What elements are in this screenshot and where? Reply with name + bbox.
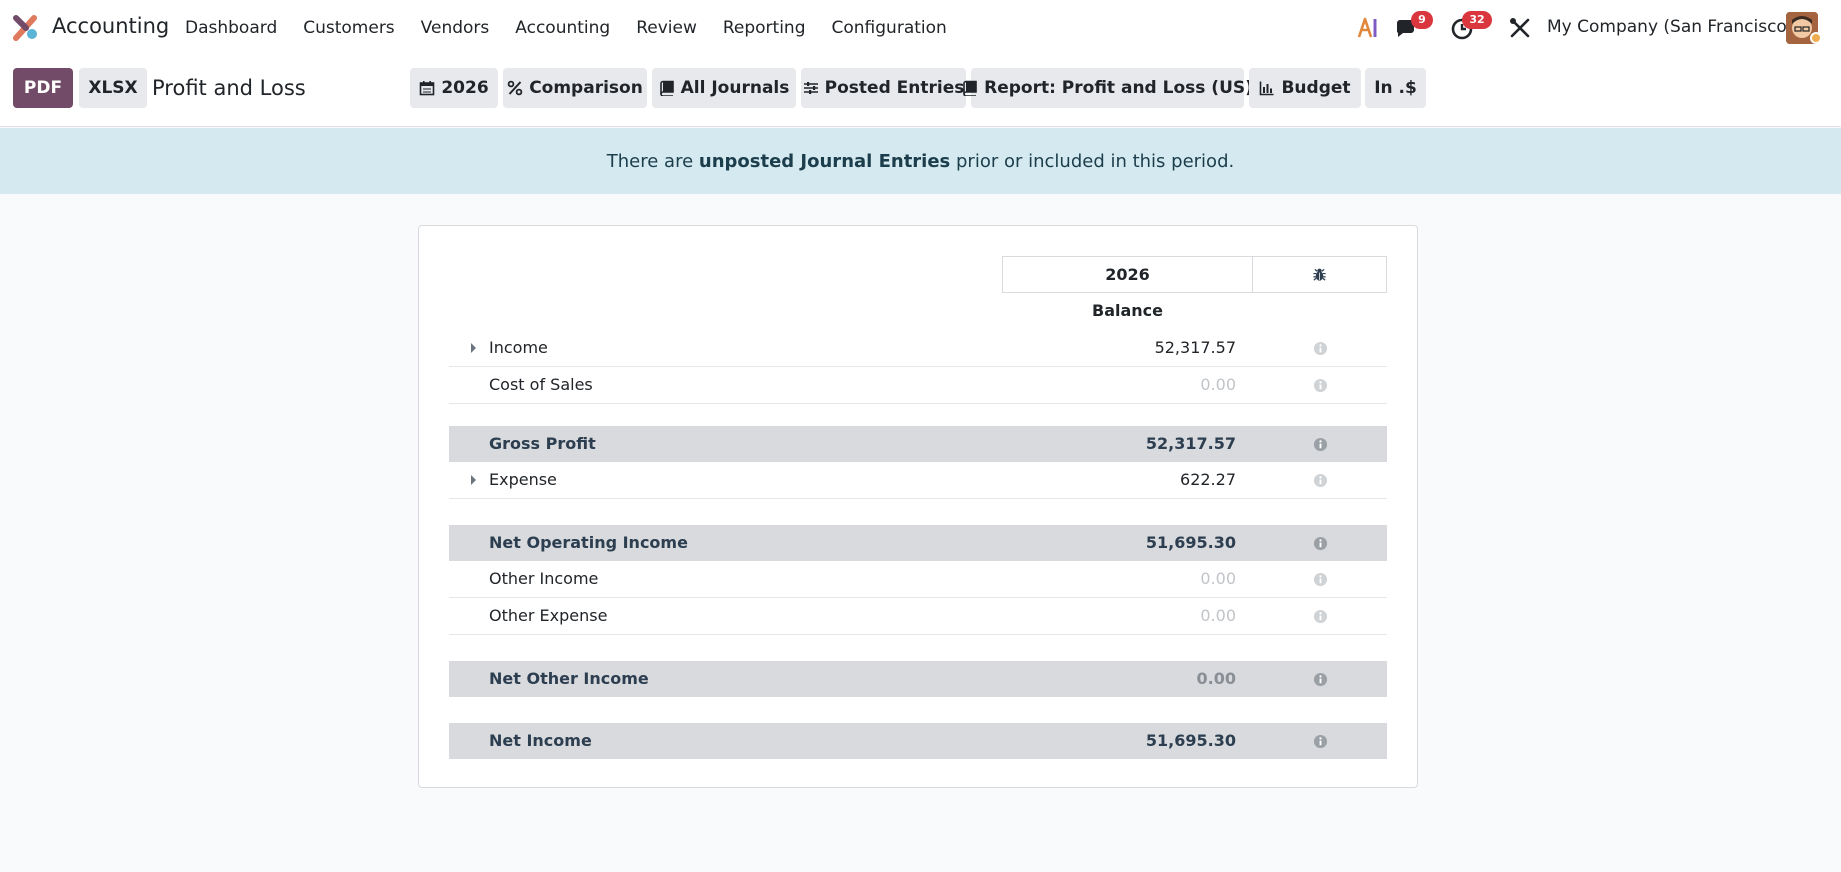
chat-icon[interactable]	[1394, 16, 1420, 40]
line-label: Expense	[489, 470, 557, 489]
report-variant-label: Report: Profit and Loss (US)	[984, 78, 1253, 98]
line-amount[interactable]: 52,317.57	[1154, 338, 1236, 357]
page-title: Profit and Loss	[152, 76, 306, 100]
menu-configuration[interactable]: Configuration	[831, 18, 947, 38]
xlsx-button[interactable]: XLSX	[79, 68, 147, 108]
line-label: Other Income	[489, 569, 599, 588]
info-icon[interactable]	[1313, 341, 1328, 356]
alert-prefix: There are	[606, 150, 699, 172]
column-header-period: 2026	[1002, 256, 1253, 293]
journals-filter-label: All Journals	[680, 78, 790, 98]
expand-caret-icon[interactable]	[471, 475, 476, 485]
period-filter-label: 2026	[441, 78, 489, 98]
pdf-button[interactable]: PDF	[13, 68, 73, 108]
info-icon[interactable]	[1313, 437, 1328, 452]
report-line-cost-of-sales[interactable]: Cost of Sales 0.00	[449, 367, 1387, 404]
info-icon[interactable]	[1313, 609, 1328, 624]
line-amount: 0.00	[1196, 669, 1236, 688]
line-label: Cost of Sales	[489, 375, 593, 394]
chat-count-badge: 9	[1411, 11, 1433, 29]
report-variant-button[interactable]: Report: Profit and Loss (US)	[963, 68, 1253, 108]
percent-icon	[507, 80, 523, 96]
user-status-dot	[1810, 32, 1822, 44]
menu-review[interactable]: Review	[636, 18, 697, 38]
line-amount[interactable]: 622.27	[1180, 470, 1236, 489]
entries-filter-label: Posted Entries	[824, 78, 965, 98]
period-filter-button[interactable]: 2026	[410, 68, 498, 108]
top-navbar: Accounting Dashboard Customers Vendors A…	[0, 0, 1841, 56]
report-line-other-expense[interactable]: Other Expense 0.00	[449, 598, 1387, 635]
company-switcher[interactable]: My Company (San Francisco)	[1547, 17, 1794, 37]
debug-tools-icon[interactable]	[1508, 16, 1532, 40]
info-icon[interactable]	[1313, 536, 1328, 551]
report-total-net-operating-income: Net Operating Income 51,695.30	[449, 525, 1387, 561]
app-name[interactable]: Accounting	[52, 14, 170, 38]
line-amount[interactable]: 0.00	[1200, 375, 1236, 394]
calendar-icon	[420, 81, 435, 96]
report-card: 2026 Balance Income 52,317.57 Cost of Sa…	[418, 225, 1418, 788]
line-label: Net Other Income	[489, 669, 649, 688]
expand-caret-icon[interactable]	[471, 343, 476, 353]
line-label: Gross Profit	[489, 434, 596, 453]
bar-chart-icon	[1260, 81, 1274, 96]
menu-customers[interactable]: Customers	[303, 18, 395, 38]
sliders-icon	[803, 82, 818, 94]
unposted-entries-alert: There are unposted Journal Entries prior…	[0, 128, 1841, 194]
bug-icon[interactable]	[1312, 267, 1327, 282]
currency-rounding-button[interactable]: In .$	[1365, 68, 1426, 108]
info-icon[interactable]	[1313, 378, 1328, 393]
menu-accounting[interactable]: Accounting	[515, 18, 611, 38]
report-total-net-other-income: Net Other Income 0.00	[449, 661, 1387, 697]
line-amount[interactable]: 0.00	[1200, 606, 1236, 625]
line-label: Other Expense	[489, 606, 608, 625]
menu-dashboard[interactable]: Dashboard	[185, 18, 278, 38]
currency-rounding-label: In .$	[1374, 78, 1417, 98]
accounting-app-icon[interactable]	[12, 14, 40, 42]
report-total-gross-profit: Gross Profit 52,317.57	[449, 426, 1387, 462]
line-amount: 52,317.57	[1145, 434, 1236, 453]
book-icon	[659, 80, 674, 96]
menu-reporting[interactable]: Reporting	[722, 18, 806, 38]
info-icon[interactable]	[1313, 473, 1328, 488]
line-label: Income	[489, 338, 548, 357]
activity-count-badge: 32	[1462, 11, 1492, 29]
comparison-filter-button[interactable]: Comparison	[503, 68, 647, 108]
control-panel: PDF XLSX Profit and Loss 2026 Comparison…	[0, 56, 1841, 127]
report-line-income[interactable]: Income 52,317.57	[449, 330, 1387, 367]
report-total-net-income: Net Income 51,695.30	[449, 723, 1387, 759]
entries-filter-button[interactable]: Posted Entries	[801, 68, 966, 108]
budget-button[interactable]: Budget	[1249, 68, 1361, 108]
budget-label: Budget	[1281, 78, 1351, 98]
alert-suffix: prior or included in this period.	[950, 150, 1235, 172]
book-icon	[963, 80, 977, 96]
info-icon[interactable]	[1313, 572, 1328, 587]
report-line-expense[interactable]: Expense 622.27	[449, 462, 1387, 499]
column-subheader-balance: Balance	[1092, 301, 1163, 320]
line-label: Net Income	[489, 731, 592, 750]
main-menu: Dashboard Customers Vendors Accounting R…	[172, 0, 960, 56]
comparison-filter-label: Comparison	[529, 78, 643, 98]
unposted-entries-link[interactable]: unposted Journal Entries	[698, 150, 951, 172]
journals-filter-button[interactable]: All Journals	[652, 68, 796, 108]
info-icon[interactable]	[1313, 734, 1328, 749]
line-amount: 51,695.30	[1145, 533, 1236, 552]
report-line-other-income[interactable]: Other Income 0.00	[449, 561, 1387, 598]
debug-column-header	[1252, 256, 1387, 293]
ai-icon[interactable]	[1357, 16, 1381, 40]
info-icon[interactable]	[1313, 672, 1328, 687]
line-amount: 51,695.30	[1145, 731, 1236, 750]
line-label: Net Operating Income	[489, 533, 688, 552]
menu-vendors[interactable]: Vendors	[420, 18, 490, 38]
line-amount[interactable]: 0.00	[1200, 569, 1236, 588]
